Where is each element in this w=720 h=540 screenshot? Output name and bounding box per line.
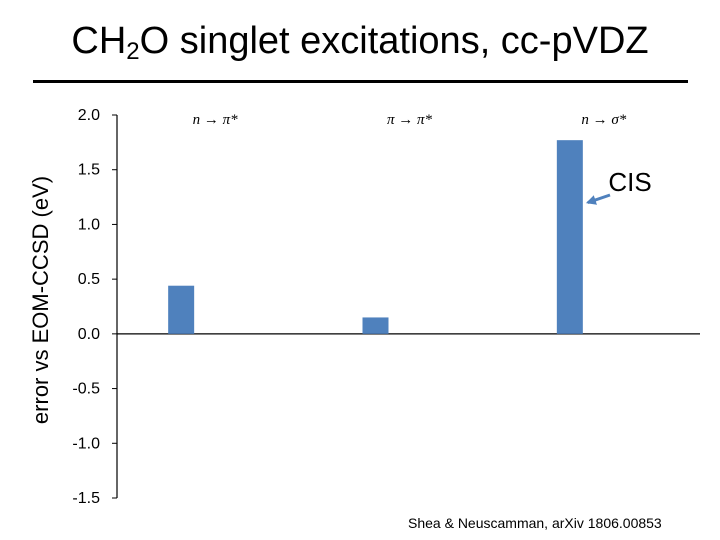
y-tick-label: 0.5 — [78, 271, 100, 288]
bar — [168, 285, 195, 334]
title-prefix: CH — [71, 20, 127, 62]
title-subscript: 2 — [126, 38, 140, 65]
category-label: π → π* — [387, 112, 433, 128]
annotation-label: CIS — [608, 167, 651, 197]
y-tick-label: 1.5 — [78, 162, 100, 179]
category-label: n → π* — [193, 112, 239, 128]
bar — [556, 140, 583, 334]
bar — [362, 317, 389, 334]
title-suffix: O singlet excitations, cc-pVDZ — [139, 20, 649, 62]
y-tick-label: -1.0 — [72, 435, 100, 452]
y-axis-title: error vs EOM-CCSD (eV) — [28, 176, 53, 424]
y-tick-label: 0.0 — [78, 326, 100, 343]
y-tick-label: -1.5 — [72, 490, 100, 507]
annotation-arrow — [585, 193, 611, 205]
title-underline — [33, 80, 688, 83]
y-tick-label: -0.5 — [72, 381, 100, 398]
chart-title: CH2O singlet excitations, cc-pVDZ — [0, 20, 720, 66]
y-tick-label: 1.0 — [78, 216, 100, 233]
y-tick-label: 2.0 — [78, 107, 100, 124]
citation: Shea & Neuscamman, arXiv 1806.00853 — [408, 515, 662, 531]
category-label: n → σ* — [581, 112, 626, 128]
